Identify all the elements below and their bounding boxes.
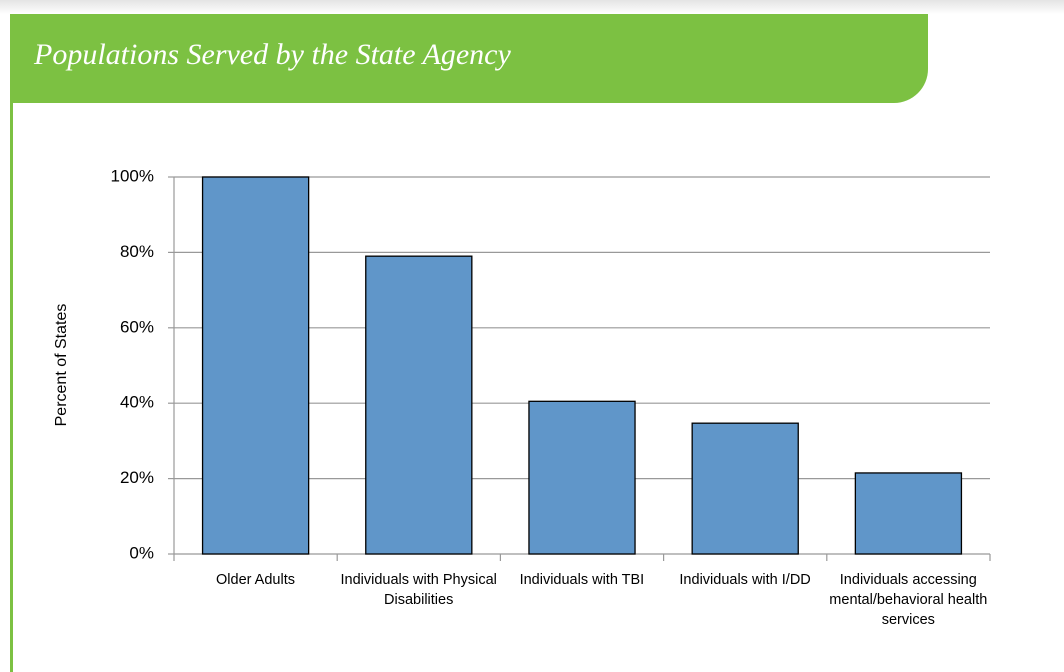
bar: [528, 400, 636, 555]
y-tick-label: 100%: [111, 166, 154, 185]
y-axis-label: Percent of States: [53, 304, 70, 427]
bar: [201, 176, 310, 555]
bar: [854, 472, 963, 555]
x-tick-label: Individuals with Physical Disabilities: [340, 572, 497, 608]
x-tick-label: Individuals with TBI: [519, 572, 645, 588]
y-tick-label: 0%: [129, 543, 154, 562]
y-tick-label: 60%: [120, 317, 154, 336]
chart-title: Populations Served by the State Agency: [34, 38, 511, 71]
bar: [691, 422, 799, 555]
x-tick-label: Individuals accessing mental/behavioral …: [829, 572, 988, 628]
y-tick-label: 40%: [120, 393, 154, 412]
frame-edge: [10, 14, 13, 672]
shadow: [0, 0, 1064, 14]
x-tick-label: Individuals with I/DD: [679, 572, 811, 588]
y-tick-label: 20%: [120, 468, 154, 487]
y-tick-label: 80%: [120, 242, 154, 261]
header-banner: [12, 14, 928, 103]
x-tick-label: Older Adults: [216, 572, 295, 588]
bar: [365, 255, 473, 555]
